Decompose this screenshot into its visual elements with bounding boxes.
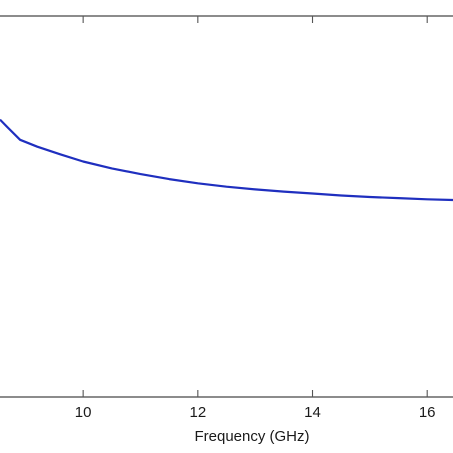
x-tick-label: 16	[419, 404, 436, 421]
x-tick-label: 12	[189, 404, 206, 421]
x-axis-title: Frequency (GHz)	[194, 428, 309, 445]
series-layer	[0, 118, 453, 202]
series-line-0	[0, 118, 453, 202]
axes-frame	[0, 15, 453, 398]
x-tick-label: 14	[304, 404, 321, 421]
x-ticks: 10 12 14 16	[75, 16, 436, 421]
x-tick-label: 10	[75, 404, 92, 421]
